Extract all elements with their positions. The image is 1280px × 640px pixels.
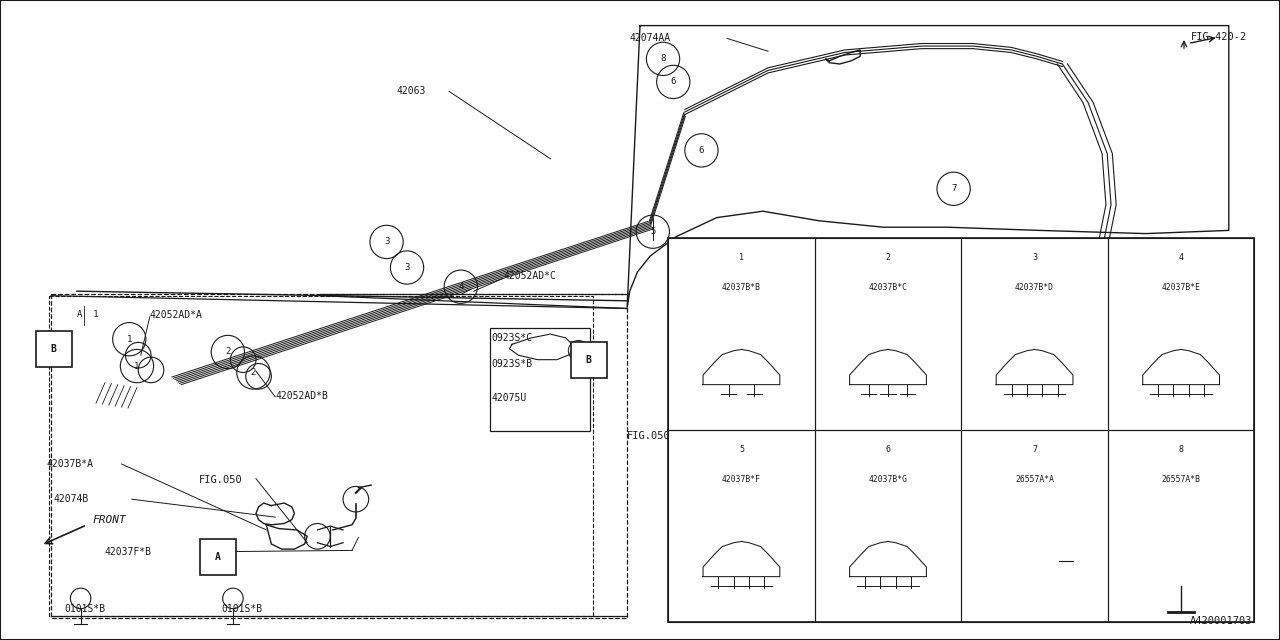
Text: 5: 5	[739, 445, 744, 454]
Bar	[668, 238, 815, 430]
Text: A: A	[215, 552, 220, 562]
Text: 8: 8	[1179, 445, 1184, 454]
Text: 0923S*C: 0923S*C	[492, 333, 532, 343]
Text: 3: 3	[384, 237, 389, 246]
Text: 2: 2	[225, 348, 230, 356]
Bar	[961, 430, 1108, 622]
Bar	[200, 539, 236, 575]
Text: 6: 6	[671, 77, 676, 86]
Text: 0101S*B: 0101S*B	[64, 604, 105, 614]
Text: 1: 1	[134, 362, 140, 371]
Text: 42074B: 42074B	[54, 494, 90, 504]
Bar	[1108, 238, 1254, 430]
Text: 42052AD*C: 42052AD*C	[503, 271, 556, 282]
Text: 0923S*B: 0923S*B	[492, 358, 532, 369]
Bar	[36, 331, 72, 367]
Text: 7: 7	[951, 184, 956, 193]
Text: 7: 7	[1032, 445, 1037, 454]
Text: 42037B*A: 42037B*A	[46, 459, 93, 469]
Text: 42037B*C: 42037B*C	[869, 284, 908, 292]
Text: 2: 2	[886, 253, 891, 262]
Text: FRONT: FRONT	[92, 515, 125, 525]
Text: 6: 6	[699, 146, 704, 155]
Text: 5: 5	[650, 227, 655, 236]
Text: 26557A*B: 26557A*B	[1162, 476, 1201, 484]
Text: B: B	[586, 355, 591, 365]
Text: FIG.050: FIG.050	[627, 431, 671, 442]
Bar	[668, 238, 1254, 622]
Text: 4: 4	[458, 282, 463, 291]
Bar	[490, 328, 590, 431]
Text: B: B	[51, 344, 56, 354]
Text: FIG.420-2: FIG.420-2	[1190, 32, 1247, 42]
Text: 42037B*G: 42037B*G	[869, 476, 908, 484]
Text: 42037B*D: 42037B*D	[1015, 284, 1053, 292]
Text: 42074AA: 42074AA	[630, 33, 671, 44]
Text: 1: 1	[127, 335, 132, 344]
Text: 8: 8	[660, 54, 666, 63]
Text: 6: 6	[886, 445, 891, 454]
Text: 8: 8	[1004, 359, 1009, 368]
Text: 0101S*B: 0101S*B	[221, 604, 262, 614]
Text: 7: 7	[993, 266, 998, 275]
Bar	[961, 238, 1108, 430]
Bar	[1108, 430, 1254, 622]
Text: 26557A*A: 26557A*A	[1015, 476, 1053, 484]
Text: 42052AD*A: 42052AD*A	[150, 310, 202, 320]
Text: 42037F*B: 42037F*B	[105, 547, 152, 557]
Text: 4: 4	[1179, 253, 1184, 262]
Text: A  1: A 1	[77, 310, 99, 319]
Text: 3: 3	[404, 263, 410, 272]
Text: 1: 1	[739, 253, 744, 262]
Text: 2: 2	[251, 368, 256, 377]
Bar	[815, 430, 961, 622]
Bar	[815, 238, 961, 430]
Text: 42075U: 42075U	[492, 393, 527, 403]
Bar	[668, 430, 815, 622]
Bar	[49, 296, 593, 616]
Text: 42037B*E: 42037B*E	[1162, 284, 1201, 292]
Text: 42052AD*B: 42052AD*B	[275, 390, 328, 401]
Text: 3: 3	[1032, 253, 1037, 262]
Text: FIG.050: FIG.050	[198, 475, 242, 485]
Text: A420001703: A420001703	[1189, 616, 1252, 626]
Bar	[571, 342, 607, 378]
Text: 42037B*B: 42037B*B	[722, 284, 760, 292]
Text: 42037B*F: 42037B*F	[722, 476, 760, 484]
Text: 42063: 42063	[397, 86, 426, 96]
